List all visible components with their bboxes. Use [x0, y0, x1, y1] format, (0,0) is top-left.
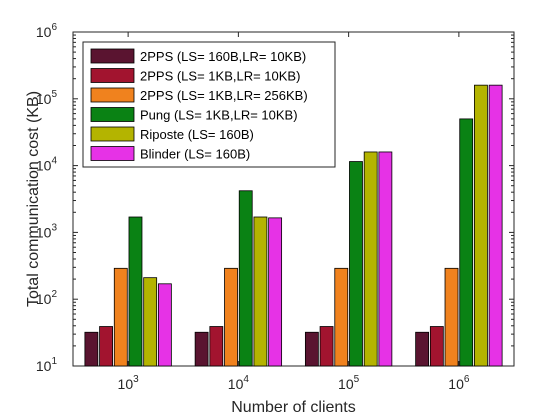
legend-swatch [90, 68, 135, 83]
legend-swatch [90, 146, 135, 161]
legend-swatch [90, 48, 135, 64]
legend-swatch [90, 87, 135, 103]
bar [429, 326, 444, 367]
legend-label: Blinder (LS= 160B) [140, 147, 250, 162]
bar [194, 331, 209, 367]
bar [143, 277, 158, 367]
bar [363, 151, 378, 367]
bar [474, 84, 488, 367]
bar [268, 217, 283, 367]
x-tick-label: 106 [448, 374, 470, 392]
bar [224, 267, 238, 367]
legend-label: 2PPS (LS= 1KB,LR= 10KB) [140, 69, 300, 84]
bar [444, 267, 459, 367]
bar [334, 267, 349, 367]
y-tick-label: 106 [36, 22, 58, 40]
bar [238, 190, 253, 367]
bar [488, 84, 503, 367]
bar [378, 151, 393, 367]
bar [128, 216, 143, 367]
bar [157, 283, 172, 367]
y-axis-title: Total communication cost (KB) [25, 91, 42, 307]
x-tick-label: 104 [228, 374, 250, 392]
y-tick-label: 102 [36, 289, 58, 307]
bar [349, 161, 363, 367]
legend-label: Riposte (LS= 160B) [140, 127, 254, 142]
x-tick-label: 103 [118, 374, 140, 392]
x-axis-title: Number of clients [231, 399, 356, 416]
legend-label: Pung (LS= 1KB,LR= 10KB) [140, 108, 298, 123]
y-tick-label: 104 [36, 156, 58, 174]
y-tick-label: 101 [36, 356, 58, 374]
bar [459, 118, 474, 367]
legend-label: 2PPS (LS= 1KB,LR= 256KB) [140, 88, 308, 103]
y-axis-ticks: 101 102 103 104 105 106 [36, 22, 514, 374]
y-tick-label: 103 [36, 222, 58, 240]
bar [253, 216, 268, 367]
y-tick-label: 105 [36, 89, 58, 107]
x-axis-ticks: 103 104 105 106 [118, 32, 470, 392]
bar [84, 331, 99, 367]
x-tick-label: 105 [338, 374, 360, 392]
bar [415, 331, 430, 367]
legend-swatch [90, 126, 135, 142]
legend: 2PPS (LS= 160B,LR= 10KB) 2PPS (LS= 1KB,LR… [82, 41, 336, 168]
bar [319, 326, 334, 367]
legend-label: 2PPS (LS= 160B,LR= 10KB) [140, 49, 306, 64]
legend-swatch [90, 107, 135, 122]
bars-group [84, 84, 503, 367]
bar [113, 267, 128, 367]
bar [209, 326, 224, 367]
bar [304, 331, 319, 367]
bar [99, 326, 113, 367]
